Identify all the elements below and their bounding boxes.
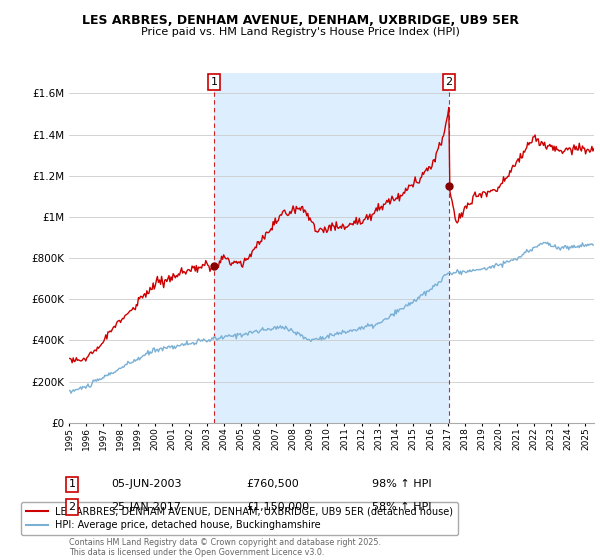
- Text: 25-JAN-2017: 25-JAN-2017: [111, 502, 181, 512]
- Text: 58% ↑ HPI: 58% ↑ HPI: [372, 502, 431, 512]
- Text: LES ARBRES, DENHAM AVENUE, DENHAM, UXBRIDGE, UB9 5ER: LES ARBRES, DENHAM AVENUE, DENHAM, UXBRI…: [82, 14, 518, 27]
- Text: 98% ↑ HPI: 98% ↑ HPI: [372, 479, 431, 489]
- Bar: [214, 73, 449, 423]
- Text: 2: 2: [68, 502, 76, 512]
- Text: £1,150,000: £1,150,000: [246, 502, 309, 512]
- Text: 1: 1: [68, 479, 76, 489]
- Text: Price paid vs. HM Land Registry's House Price Index (HPI): Price paid vs. HM Land Registry's House …: [140, 27, 460, 37]
- Text: £760,500: £760,500: [246, 479, 299, 489]
- Text: 05-JUN-2003: 05-JUN-2003: [111, 479, 182, 489]
- Text: 2: 2: [445, 77, 452, 87]
- Text: Contains HM Land Registry data © Crown copyright and database right 2025.
This d: Contains HM Land Registry data © Crown c…: [69, 538, 381, 557]
- Legend: LES ARBRES, DENHAM AVENUE, DENHAM, UXBRIDGE, UB9 5ER (detached house), HPI: Aver: LES ARBRES, DENHAM AVENUE, DENHAM, UXBRI…: [22, 502, 458, 535]
- Text: 1: 1: [211, 77, 217, 87]
